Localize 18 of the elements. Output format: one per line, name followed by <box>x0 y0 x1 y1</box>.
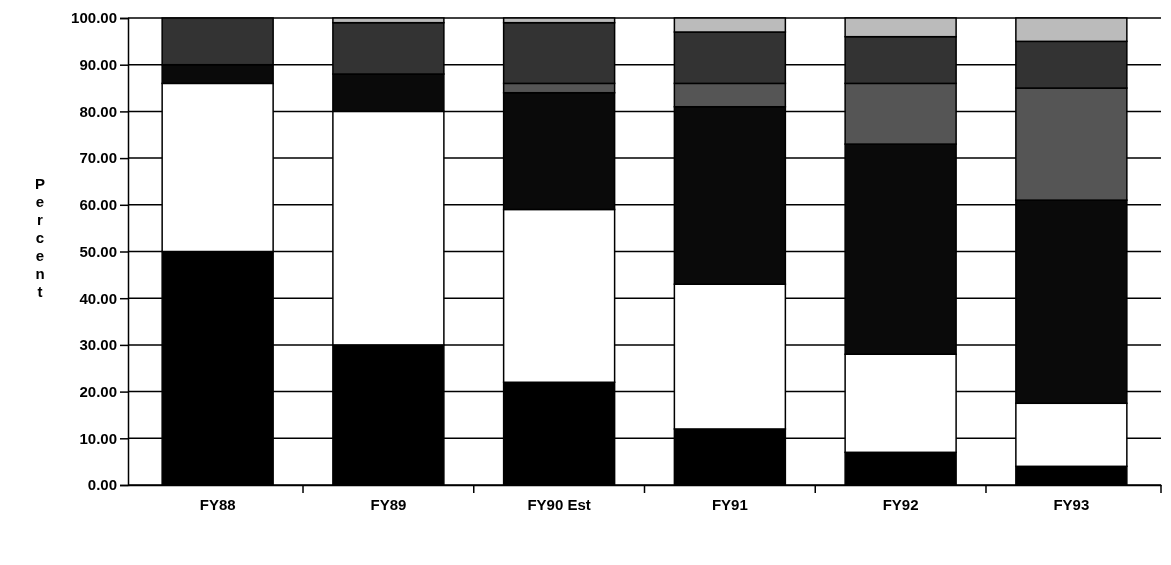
y-tick-label: 0.00 <box>87 476 117 494</box>
x-tick-label: FY90 Est <box>527 495 591 513</box>
y-tick-label: 70.00 <box>79 149 117 167</box>
x-tick-label: FY88 <box>199 495 236 513</box>
y-tick-label: 40.00 <box>79 289 117 307</box>
y-tick-label: 10.00 <box>79 429 117 447</box>
y-tick-label: 30.00 <box>79 336 117 354</box>
y-tick-label: 20.00 <box>79 382 117 400</box>
y-tick-label: 90.00 <box>79 56 117 73</box>
x-tick-label: FY93 <box>1053 495 1090 513</box>
x-tick-label: FY91 <box>711 495 748 513</box>
x-tick-label: FY92 <box>882 495 919 513</box>
y-tick-label: 60.00 <box>79 196 117 214</box>
y-axis-title: Percent <box>34 174 46 300</box>
y-tick-label: 50.00 <box>79 242 117 260</box>
y-tick-label: 80.00 <box>79 102 117 120</box>
x-tick-label: FY89 <box>370 495 407 513</box>
y-tick-label: 100.00 <box>71 9 117 27</box>
